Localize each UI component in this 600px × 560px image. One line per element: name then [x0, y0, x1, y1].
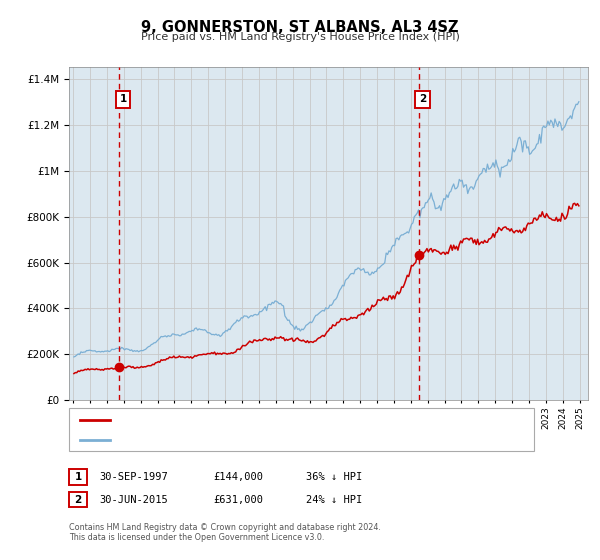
Text: 1: 1: [74, 472, 82, 482]
Text: 30-JUN-2015: 30-JUN-2015: [99, 494, 168, 505]
Text: 2: 2: [419, 95, 427, 104]
Text: 1: 1: [119, 95, 127, 104]
Text: 30-SEP-1997: 30-SEP-1997: [99, 472, 168, 482]
Text: Contains HM Land Registry data © Crown copyright and database right 2024.: Contains HM Land Registry data © Crown c…: [69, 523, 381, 532]
Text: 9, GONNERSTON, ST ALBANS, AL3 4SZ: 9, GONNERSTON, ST ALBANS, AL3 4SZ: [141, 20, 459, 35]
Text: HPI: Average price, detached house, St Albans: HPI: Average price, detached house, St A…: [116, 435, 343, 445]
Text: Price paid vs. HM Land Registry's House Price Index (HPI): Price paid vs. HM Land Registry's House …: [140, 32, 460, 43]
Text: £144,000: £144,000: [213, 472, 263, 482]
Text: This data is licensed under the Open Government Licence v3.0.: This data is licensed under the Open Gov…: [69, 533, 325, 542]
Text: £631,000: £631,000: [213, 494, 263, 505]
Text: 36% ↓ HPI: 36% ↓ HPI: [306, 472, 362, 482]
Text: 2: 2: [74, 494, 82, 505]
Text: 9, GONNERSTON, ST ALBANS, AL3 4SZ (detached house): 9, GONNERSTON, ST ALBANS, AL3 4SZ (detac…: [116, 415, 394, 424]
Text: 24% ↓ HPI: 24% ↓ HPI: [306, 494, 362, 505]
